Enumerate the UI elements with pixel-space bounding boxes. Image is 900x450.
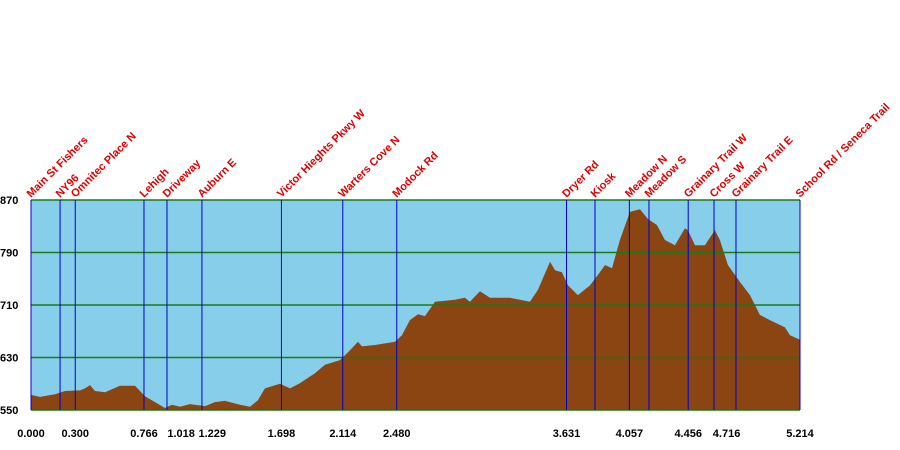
x-tick-label: 4.716 <box>713 428 741 440</box>
y-tick-label: 550 <box>0 405 18 417</box>
y-tick-label: 630 <box>0 353 18 365</box>
x-tick-label: 1.018 <box>167 428 195 440</box>
stop-label: School Rd / Seneca Trail <box>794 101 893 200</box>
x-tick-label: 2.480 <box>383 428 411 440</box>
y-tick-label: 870 <box>0 195 18 207</box>
x-tick-label: 0.000 <box>17 428 45 440</box>
x-tick-label: 4.456 <box>674 428 702 440</box>
x-tick-label: 2.114 <box>329 428 357 440</box>
y-tick-label: 710 <box>0 300 18 312</box>
x-tick-label: 0.766 <box>130 428 158 440</box>
y-tick-label: 790 <box>0 248 18 260</box>
x-tick-label: 4.057 <box>616 428 644 440</box>
x-tick-label: 1.229 <box>198 428 226 440</box>
x-tick-label: 1.698 <box>268 428 296 440</box>
x-tick-label: 3.631 <box>553 428 581 440</box>
stop-label: Auburn E <box>196 157 239 200</box>
stop-label: Modock Rd <box>390 150 440 200</box>
x-tick-label: 0.300 <box>61 428 89 440</box>
x-tick-label: 5.214 <box>786 428 814 440</box>
elevation-area <box>31 209 800 410</box>
